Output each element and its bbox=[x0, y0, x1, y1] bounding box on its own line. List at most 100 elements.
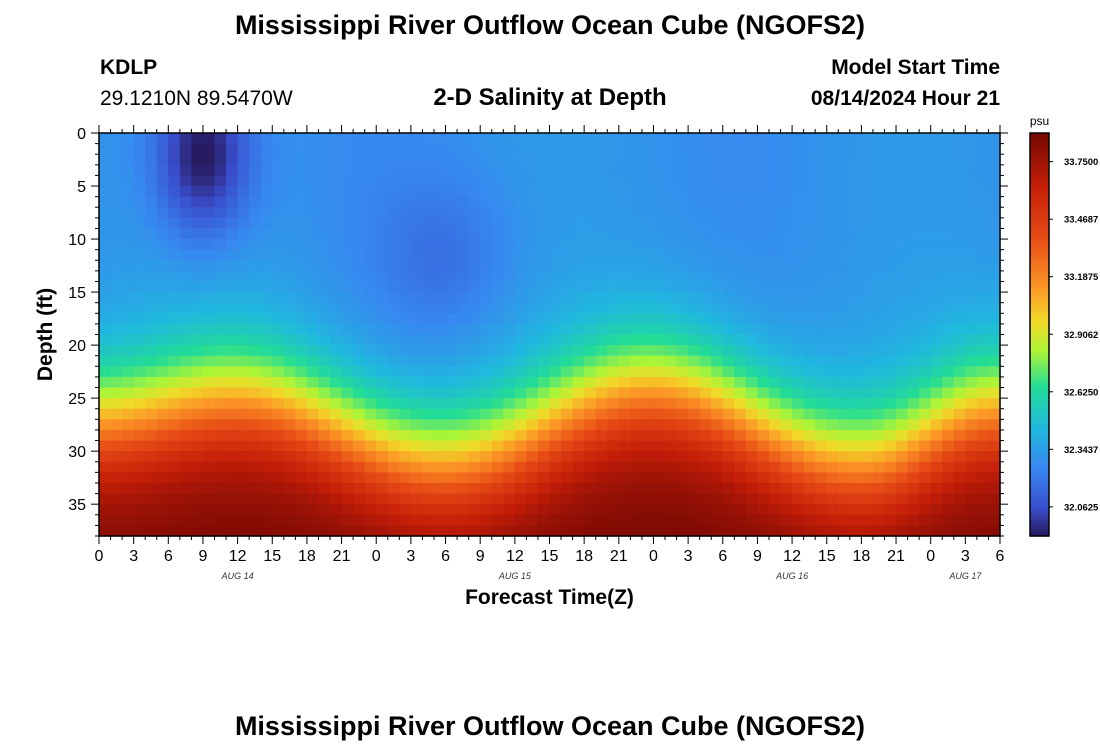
heatmap-cell bbox=[468, 504, 481, 516]
heatmap-cell bbox=[641, 482, 655, 495]
heatmap-cell bbox=[826, 451, 839, 463]
heatmap-cell bbox=[595, 345, 608, 357]
heatmap-cell bbox=[122, 387, 135, 399]
heatmap-cell bbox=[110, 164, 123, 177]
heatmap-cell bbox=[330, 440, 343, 452]
heatmap-cell bbox=[260, 175, 273, 187]
heatmap-cell bbox=[387, 504, 400, 516]
heatmap-cell bbox=[168, 398, 181, 410]
heatmap-cell bbox=[953, 355, 966, 367]
heatmap-cell bbox=[179, 281, 193, 293]
heatmap-cell bbox=[849, 270, 862, 283]
heatmap-cell bbox=[410, 440, 424, 452]
heatmap-cell bbox=[330, 345, 343, 357]
heatmap-cell bbox=[549, 207, 562, 219]
heatmap-cell bbox=[122, 249, 135, 261]
heatmap-cell bbox=[168, 313, 181, 325]
heatmap-cell bbox=[572, 323, 585, 336]
heatmap-cell bbox=[688, 323, 701, 336]
heatmap-cell bbox=[792, 175, 805, 187]
heatmap-cell bbox=[99, 493, 112, 505]
heatmap-cell bbox=[780, 440, 793, 452]
heatmap-cell bbox=[584, 387, 597, 399]
heatmap-cell bbox=[433, 143, 447, 155]
heatmap-cell bbox=[745, 408, 759, 420]
heatmap-cell bbox=[433, 175, 447, 187]
heatmap-cell bbox=[468, 228, 481, 240]
heatmap-cell bbox=[306, 366, 320, 378]
heatmap-cell bbox=[699, 387, 712, 399]
heatmap-cell bbox=[757, 504, 770, 516]
heatmap-cell bbox=[133, 154, 146, 166]
heatmap-cell bbox=[330, 451, 343, 463]
heatmap-cell bbox=[468, 482, 481, 495]
heatmap-cell bbox=[399, 270, 412, 283]
heatmap-cell bbox=[272, 186, 285, 198]
heatmap-cell bbox=[861, 440, 874, 452]
heatmap-cell bbox=[838, 207, 851, 219]
heatmap-cell bbox=[930, 164, 943, 177]
heatmap-cell bbox=[283, 239, 296, 251]
heatmap-cell bbox=[491, 366, 504, 378]
heatmap-cell bbox=[653, 440, 666, 452]
heatmap-cell bbox=[249, 143, 262, 155]
heatmap-cell bbox=[976, 154, 990, 166]
heatmap-cell bbox=[745, 239, 759, 251]
heatmap-cell bbox=[537, 133, 551, 145]
heatmap-cell bbox=[526, 461, 539, 473]
heatmap-cell bbox=[260, 345, 273, 357]
heatmap-cell bbox=[607, 398, 620, 410]
heatmap-cell bbox=[202, 408, 216, 420]
heatmap-cell bbox=[745, 355, 759, 367]
heatmap-cell bbox=[306, 281, 320, 293]
heatmap-cell bbox=[202, 260, 216, 272]
heatmap-cell bbox=[561, 429, 574, 442]
heatmap-cell bbox=[734, 281, 747, 293]
heatmap-cell bbox=[399, 451, 412, 463]
heatmap-cell bbox=[572, 345, 585, 357]
heatmap-cell bbox=[618, 451, 631, 463]
heatmap-cell bbox=[884, 440, 897, 452]
heatmap-cell bbox=[341, 408, 354, 420]
heatmap-cell bbox=[872, 334, 886, 346]
heatmap-cell bbox=[745, 376, 759, 389]
heatmap-cell bbox=[122, 525, 135, 537]
heatmap-cell bbox=[99, 239, 112, 251]
heatmap-cell bbox=[561, 493, 574, 505]
heatmap-cell bbox=[838, 355, 851, 367]
heatmap-cell bbox=[792, 154, 805, 166]
heatmap-cell bbox=[653, 472, 666, 484]
heatmap-cell bbox=[503, 525, 516, 537]
heatmap-cell bbox=[122, 270, 135, 283]
heatmap-cell bbox=[283, 472, 296, 484]
y-axis-title: Depth (ft) bbox=[34, 288, 57, 381]
heatmap-cell bbox=[676, 366, 689, 378]
heatmap-cell bbox=[838, 302, 851, 314]
heatmap-cell bbox=[896, 440, 909, 452]
heatmap-cell bbox=[272, 387, 285, 399]
heatmap-cell bbox=[688, 164, 701, 177]
heatmap-cell bbox=[653, 366, 666, 378]
heatmap-cell bbox=[353, 281, 366, 293]
heatmap-cell bbox=[433, 186, 447, 198]
heatmap-cell bbox=[422, 143, 435, 155]
heatmap-cell bbox=[341, 504, 354, 516]
heatmap-cell bbox=[226, 429, 239, 442]
heatmap-cell bbox=[641, 154, 655, 166]
heatmap-cell bbox=[249, 270, 262, 283]
heatmap-cell bbox=[595, 196, 608, 208]
colorbar-segment bbox=[1030, 351, 1049, 356]
heatmap-cell bbox=[630, 493, 643, 505]
heatmap-cell bbox=[618, 461, 631, 473]
heatmap-cell bbox=[561, 217, 574, 230]
heatmap-cell bbox=[191, 504, 204, 516]
heatmap-cell bbox=[930, 461, 943, 473]
heatmap-cell bbox=[953, 451, 966, 463]
heatmap-cell bbox=[711, 186, 724, 198]
heatmap-cell bbox=[942, 429, 955, 442]
heatmap-cell bbox=[780, 366, 793, 378]
heatmap-cell bbox=[780, 323, 793, 336]
heatmap-cell bbox=[815, 196, 828, 208]
heatmap-cell bbox=[907, 366, 920, 378]
heatmap-cell bbox=[133, 429, 146, 442]
